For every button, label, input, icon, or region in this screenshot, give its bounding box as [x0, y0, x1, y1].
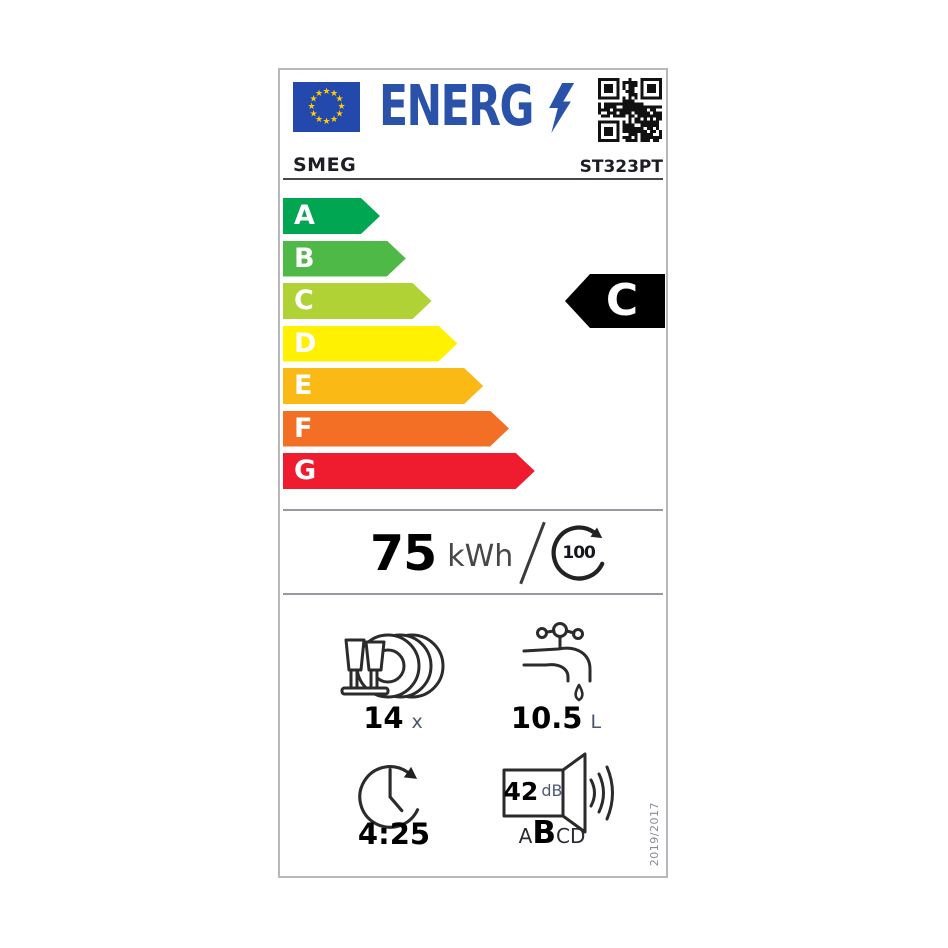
rating-letter: C: [605, 275, 639, 326]
class-letter: A: [294, 200, 315, 231]
eu-flag-icon: ★ ★★★★★★★★★★★: [293, 82, 360, 132]
eu-star: ★: [307, 102, 315, 112]
class-letter: F: [294, 412, 313, 444]
slash-icon: [519, 521, 546, 585]
water-unit: L: [590, 711, 602, 733]
section-divider-bottom: [283, 593, 663, 595]
class-letter: G: [294, 455, 317, 486]
noise-class-letter-a: A: [518, 824, 533, 848]
eu-star: ★: [330, 89, 338, 99]
header-divider: [283, 178, 663, 180]
brand-name: SMEG: [293, 154, 357, 176]
regulation-text: 2019/2017: [648, 801, 661, 866]
energy-consumption-row: 75 kWh 100: [280, 514, 666, 592]
place-settings-unit: x: [411, 711, 423, 733]
energy-value: 75: [370, 524, 437, 582]
cycles-count: 100: [562, 543, 595, 563]
class-arrow-g: G: [283, 453, 535, 489]
eu-star: ★: [309, 110, 317, 120]
class-arrow-a: A: [283, 198, 380, 234]
class-arrow-c: C: [283, 283, 432, 319]
section-divider-top: [283, 509, 663, 511]
rating-arrow: C: [565, 274, 665, 328]
sound-wave: [605, 765, 614, 821]
circular-arrow-icon: [551, 525, 605, 581]
duration-value: 4:25: [357, 817, 431, 851]
sound-wave: [597, 772, 605, 814]
class-letter: C: [294, 285, 314, 316]
water-value: 10.5: [510, 701, 583, 735]
water-caption: 10.5 L: [496, 704, 616, 733]
eu-star: ★: [315, 115, 323, 125]
class-arrow-e: E: [283, 368, 484, 404]
noise-class-letter-d: D: [569, 824, 586, 848]
noise-class-letter-c: C: [555, 824, 570, 848]
eu-star: ★: [330, 115, 338, 125]
cycles-icon: 100: [548, 520, 614, 586]
place-settings-caption: 14 x: [333, 704, 453, 733]
noise-class-letter-b: B: [532, 815, 556, 851]
noise-unit: dB: [541, 781, 563, 800]
lightning-bolt-icon: [549, 83, 575, 133]
eu-star: ★: [309, 95, 317, 105]
class-letter: E: [294, 370, 313, 401]
energy-logo-text: ENERG: [379, 74, 534, 139]
class-arrow-b: B: [283, 240, 406, 277]
class-letter: B: [294, 242, 315, 274]
noise-level: 42 dB: [503, 774, 563, 808]
clock-icon: [351, 752, 437, 838]
eu-star: ★: [322, 117, 330, 127]
class-arrow-f: F: [283, 410, 509, 447]
duration-caption: 4:25: [334, 820, 454, 849]
class-arrow-d: D: [283, 325, 458, 362]
energy-unit: kWh: [447, 539, 514, 574]
eu-star: ★: [335, 95, 343, 105]
eu-star: ★: [322, 87, 330, 97]
class-letter: D: [294, 327, 317, 359]
model-number: ST323PT: [579, 157, 663, 177]
eu-star: ★: [335, 110, 343, 120]
noise-value: 42: [503, 776, 539, 806]
eu-star: ★: [315, 89, 323, 99]
place-settings-value: 14: [363, 701, 404, 735]
place-settings-icon: [338, 626, 445, 712]
energy-logo: ENERG: [379, 78, 575, 136]
speaker-icon: 42 dB: [502, 752, 614, 834]
qr-code-icon: [598, 78, 662, 142]
sound-wave: [589, 778, 596, 808]
water-tap-icon: [520, 620, 608, 708]
eu-star: ★: [337, 102, 345, 112]
